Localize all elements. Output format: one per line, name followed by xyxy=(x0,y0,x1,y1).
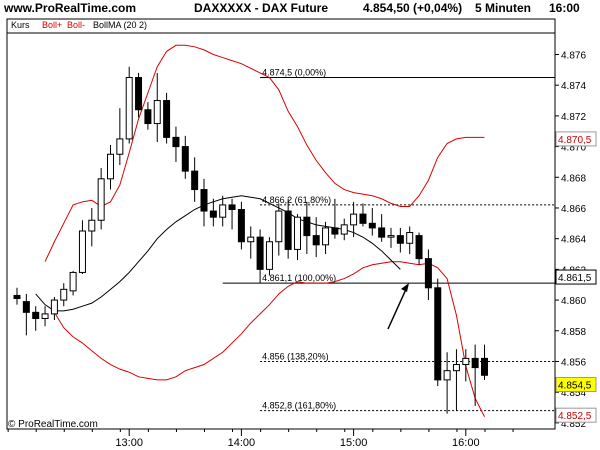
y-tick-label: 4.876 xyxy=(561,50,586,61)
candle[interactable] xyxy=(294,214,301,261)
candle[interactable] xyxy=(350,201,358,238)
candle[interactable] xyxy=(237,201,245,250)
y-tick-label: 4.856 xyxy=(561,357,586,368)
candle[interactable] xyxy=(107,145,114,190)
y-tick-label: 4.860 xyxy=(561,296,586,307)
price-label-box xyxy=(555,269,597,285)
fibonacci-label: 4.852,8 (161,80%) xyxy=(262,401,336,411)
bollinger-lower-line xyxy=(53,261,485,417)
candle[interactable] xyxy=(424,249,432,301)
candle[interactable] xyxy=(406,226,414,255)
fibonacci-label: 4.861,1 (100,00%) xyxy=(262,273,336,283)
candle[interactable] xyxy=(209,198,217,227)
y-tick-label: 4.858 xyxy=(561,327,586,338)
legend-boll-lower: Boll- xyxy=(67,20,85,30)
candle[interactable] xyxy=(415,232,423,265)
price-label: 4.852,5 xyxy=(558,411,592,422)
candle[interactable] xyxy=(97,168,105,230)
y-tick-label: 4.854 xyxy=(561,388,586,399)
candle[interactable] xyxy=(153,72,161,142)
candle[interactable] xyxy=(125,66,133,144)
fibonacci-label: 4.866,2 (61,80%) xyxy=(262,195,331,205)
candle[interactable] xyxy=(163,92,171,144)
candle[interactable] xyxy=(331,198,339,239)
candle[interactable] xyxy=(256,229,264,284)
candle[interactable] xyxy=(312,217,320,258)
candle[interactable] xyxy=(396,227,404,253)
candle[interactable] xyxy=(200,178,208,227)
interval-label: 5 Minuten xyxy=(475,1,531,15)
x-tick-label: 15:00 xyxy=(340,437,368,449)
copyright-text: © ProRealTime.com xyxy=(8,419,98,430)
bollinger-upper-line xyxy=(44,44,485,262)
y-tick-label: 4.874 xyxy=(561,81,586,92)
candle[interactable] xyxy=(144,102,152,130)
y-tick-label: 4.852 xyxy=(561,419,586,430)
candle[interactable] xyxy=(452,349,460,411)
candle[interactable] xyxy=(303,201,311,255)
legend-boll-upper: Boll+ xyxy=(42,20,62,30)
y-tick-label: 4.870 xyxy=(561,143,586,154)
candle[interactable] xyxy=(32,306,40,331)
candle[interactable] xyxy=(50,297,58,321)
time-label: 16:00 xyxy=(549,1,580,15)
candle[interactable] xyxy=(41,306,49,327)
candle[interactable] xyxy=(181,135,189,179)
price-label-box xyxy=(555,131,597,147)
candle[interactable] xyxy=(135,72,143,118)
candle[interactable] xyxy=(481,344,488,380)
x-tick-label: 16:00 xyxy=(452,437,480,449)
candle[interactable] xyxy=(78,220,86,274)
instrument-name: DAXXXXX - DAX Future xyxy=(194,1,329,15)
candle[interactable] xyxy=(284,198,292,259)
candle[interactable] xyxy=(275,203,283,256)
x-tick-label: 13:00 xyxy=(115,437,143,449)
legend-bollma: BollMA (20 2) xyxy=(93,20,147,30)
candle[interactable] xyxy=(443,352,451,414)
y-tick-label: 4.864 xyxy=(561,235,586,246)
site-name: www.ProRealTime.com xyxy=(4,1,137,15)
candle[interactable] xyxy=(247,226,255,259)
candle[interactable] xyxy=(471,344,479,406)
candle[interactable] xyxy=(13,287,21,305)
annotation-arrow[interactable] xyxy=(387,283,409,330)
candle[interactable] xyxy=(88,207,96,247)
candle[interactable] xyxy=(172,126,180,162)
candle[interactable] xyxy=(60,283,68,307)
price-label: 4.854,5 xyxy=(558,380,592,391)
candle[interactable] xyxy=(191,157,199,202)
candle[interactable] xyxy=(69,270,77,296)
price-label-box xyxy=(555,407,597,423)
y-tick-label: 4.872 xyxy=(561,112,586,123)
plot-frame xyxy=(6,18,556,430)
candle[interactable] xyxy=(265,237,273,276)
legend-panel-label: Kurs xyxy=(11,20,30,30)
candle[interactable] xyxy=(116,108,124,165)
candle[interactable] xyxy=(219,195,227,227)
candle[interactable] xyxy=(378,214,386,242)
x-tick-label: 14:00 xyxy=(228,437,256,449)
candle[interactable] xyxy=(462,349,470,382)
candle[interactable] xyxy=(359,203,367,227)
price-label: 4.870,5 xyxy=(558,135,592,146)
candle[interactable] xyxy=(434,278,442,387)
bollinger-ma-line xyxy=(35,195,401,312)
fibonacci-label: 4.874,5 (0,00%) xyxy=(262,68,326,78)
candle[interactable] xyxy=(22,293,30,336)
y-tick-label: 4.868 xyxy=(561,173,586,184)
candle[interactable] xyxy=(387,227,395,248)
y-tick-label: 4.866 xyxy=(561,204,586,215)
candle[interactable] xyxy=(228,198,236,230)
price-label: 4.861,5 xyxy=(558,273,592,284)
candle[interactable] xyxy=(322,221,330,255)
price-label-box xyxy=(555,376,597,392)
fibonacci-label: 4.856 (138,20%) xyxy=(262,351,329,361)
candle[interactable] xyxy=(340,218,348,241)
candle[interactable] xyxy=(368,207,376,236)
chart-header: www.ProRealTime.com DAXXXXX - DAX Future… xyxy=(0,0,600,17)
last-quote: 4.854,50 (+0,04%) xyxy=(363,1,463,15)
